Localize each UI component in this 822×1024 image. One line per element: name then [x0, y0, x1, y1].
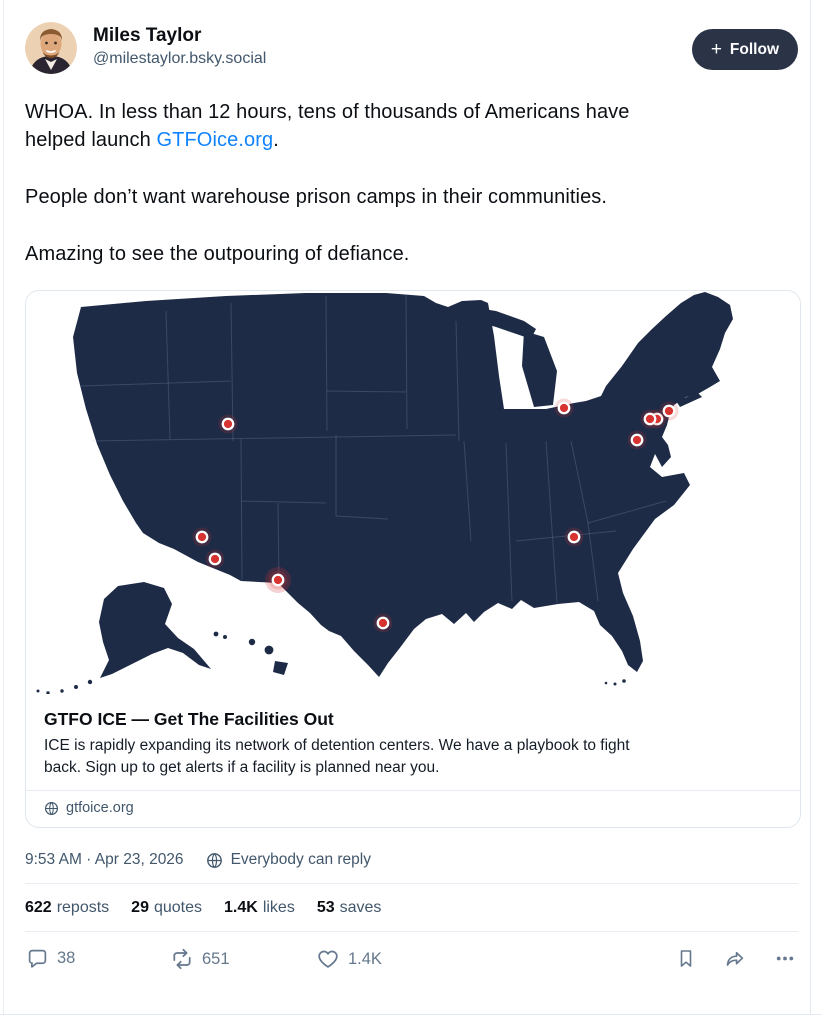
action-bar: 38 651 1.4K: [25, 932, 798, 984]
link-card[interactable]: GTFO ICE — Get The Facilities Out ICE is…: [25, 290, 801, 828]
desc-line: back. Sign up to get alerts if a facilit…: [44, 758, 440, 776]
ellipsis-icon: [776, 956, 794, 961]
gtfoice-link[interactable]: GTFOice.org: [156, 129, 274, 151]
post-line: WHOA. In less than 12 hours, tens of tho…: [25, 101, 630, 123]
avatar[interactable]: [25, 22, 77, 74]
map-marker: [210, 554, 220, 564]
timestamp: 9:53 AM · Apr 23, 2026: [25, 851, 184, 868]
stats-row: 622 reposts 29 quotes 1.4K likes 53 saves: [25, 884, 798, 931]
reply-button[interactable]: 38: [27, 948, 75, 969]
repost-icon: [173, 948, 191, 970]
divider: [25, 883, 798, 884]
post-paragraph: Amazing to see the outpouring of defianc…: [25, 243, 410, 265]
post-line: helped launch: [25, 129, 157, 151]
map-marker: [223, 419, 233, 429]
post-bottom-border: [0, 1014, 822, 1015]
share-icon: [726, 951, 744, 966]
author-identity[interactable]: Miles Taylor @milestaylor.bsky.social: [93, 22, 692, 70]
author-handle[interactable]: @milestaylor.bsky.social: [93, 50, 267, 67]
like-count: 1.4K: [348, 949, 382, 968]
action-bar-right: [676, 948, 796, 969]
map-marker: [559, 403, 569, 413]
desc-line: ICE is rapidly expanding its network of …: [44, 737, 630, 754]
state-borders: [80, 294, 667, 604]
plus-icon: +: [710, 39, 722, 60]
post-container: Miles Taylor @milestaylor.bsky.social + …: [3, 0, 811, 1014]
quotes-stat[interactable]: 29 quotes: [131, 899, 203, 916]
repost-button[interactable]: 651: [171, 948, 230, 970]
link-card-domain: gtfoice.org: [66, 800, 134, 816]
repost-count: 651: [202, 949, 230, 968]
link-card-domain-row: gtfoice.org: [26, 790, 800, 827]
reply-count: 38: [57, 949, 76, 967]
post-paragraph: WHOA. In less than 12 hours, tens of tho…: [25, 98, 798, 154]
map-marker: [273, 575, 283, 585]
bookmark-button[interactable]: [676, 948, 696, 969]
likes-stat[interactable]: 1.4K likes: [224, 899, 295, 916]
share-button[interactable]: [724, 948, 746, 969]
us-map-image: [26, 291, 800, 694]
link-card-body: GTFO ICE — Get The Facilities Out ICE is…: [26, 694, 800, 790]
reply-gate-label[interactable]: Everybody can reply: [230, 851, 371, 868]
reply-gate-globe-icon: [206, 852, 222, 868]
map-marker: [632, 435, 642, 445]
post-text: WHOA. In less than 12 hours, tens of tho…: [25, 98, 798, 268]
link-card-title: GTFO ICE — Get The Facilities Out: [44, 709, 334, 729]
post-header: Miles Taylor @milestaylor.bsky.social + …: [25, 22, 798, 74]
divider: [25, 931, 798, 932]
saves-stat[interactable]: 53 saves: [316, 899, 382, 916]
meta-row: 9:53 AM · Apr 23, 2026 Everybody can rep…: [25, 851, 798, 869]
follow-button-label: Follow: [729, 40, 779, 58]
map-marker: [569, 532, 579, 542]
reposts-stat[interactable]: 622 reposts: [25, 899, 110, 916]
more-options-button[interactable]: [774, 948, 796, 969]
bookmark-icon: [680, 950, 692, 967]
map-marker: [664, 406, 674, 416]
post-paragraph: People don’t want warehouse prison camps…: [25, 186, 608, 208]
link-card-description: ICE is rapidly expanding its network of …: [44, 735, 782, 778]
map-marker: [645, 414, 655, 424]
us-map-svg: [36, 292, 733, 694]
author-name[interactable]: Miles Taylor: [93, 25, 202, 46]
map-marker: [378, 618, 388, 628]
avatar-image: [25, 22, 77, 74]
post-line: .: [273, 129, 279, 151]
globe-icon: [44, 801, 59, 815]
map-marker: [197, 532, 207, 542]
follow-button[interactable]: + Follow: [691, 29, 798, 70]
heart-icon: [318, 950, 338, 968]
facility-markers: [192, 398, 679, 633]
like-button[interactable]: 1.4K: [317, 948, 382, 970]
reply-icon: [28, 949, 47, 968]
